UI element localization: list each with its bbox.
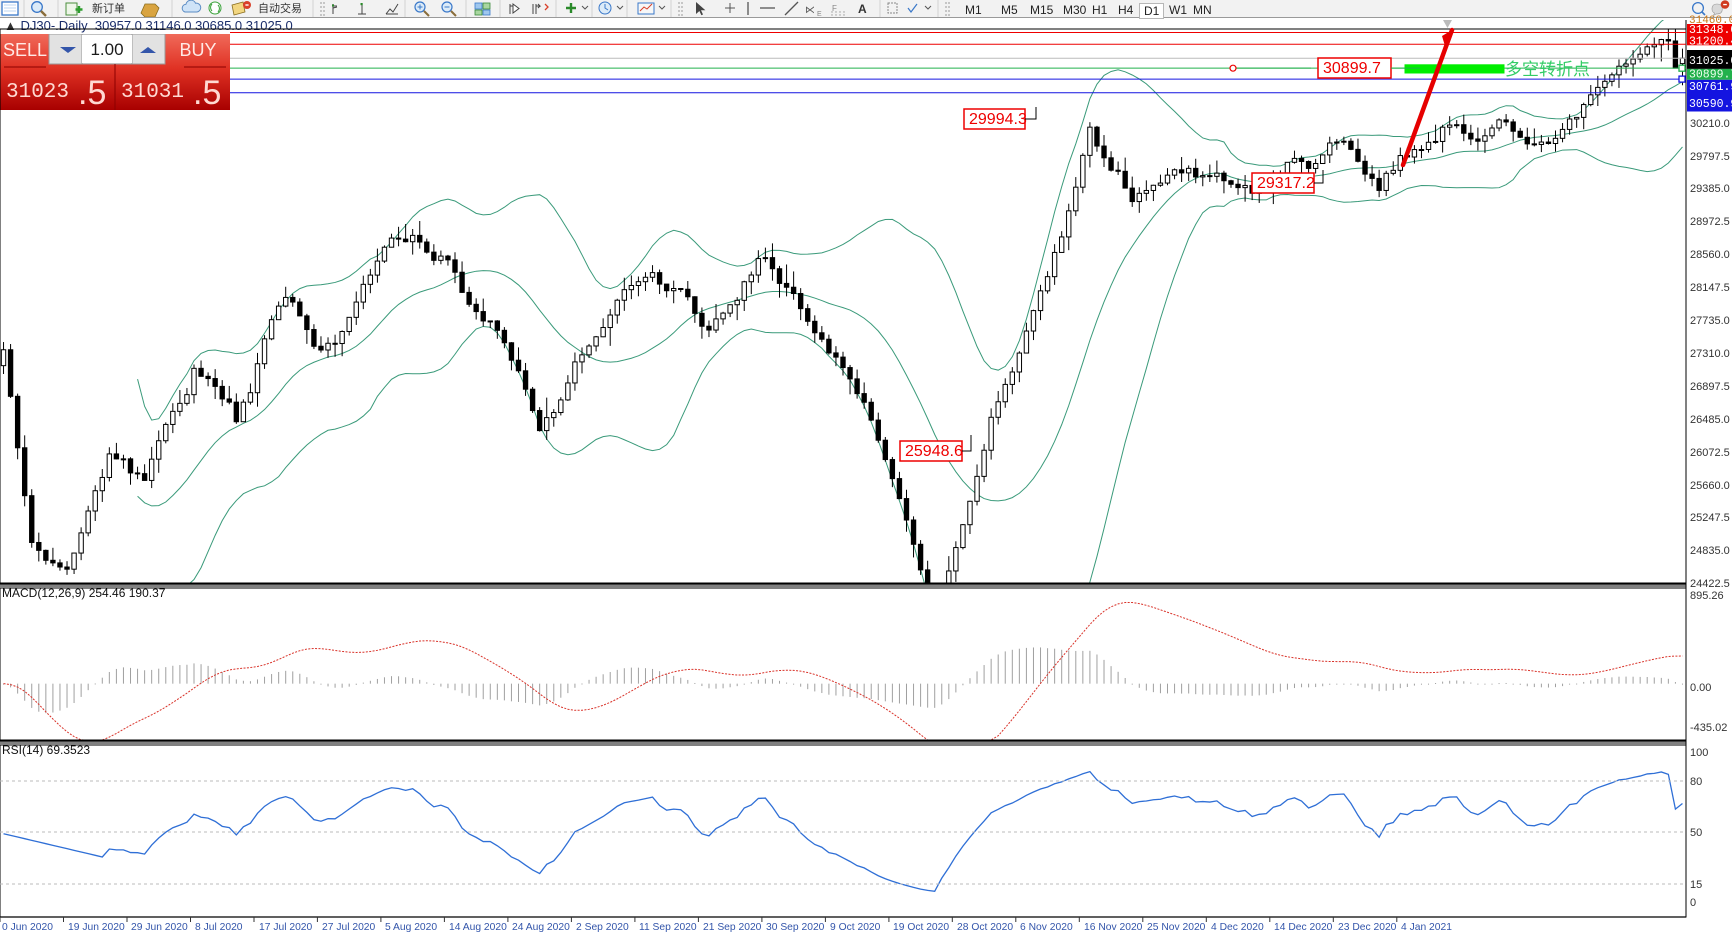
- svg-text:25948.6: 25948.6: [905, 443, 963, 460]
- svg-text:30761.9: 30761.9: [1689, 81, 1732, 94]
- svg-text:31200.4: 31200.4: [1689, 36, 1732, 49]
- svg-text:31025.0: 31025.0: [1689, 55, 1732, 68]
- svg-text:多空转折点: 多空转折点: [1505, 60, 1590, 79]
- svg-text:30899.7: 30899.7: [1323, 60, 1381, 77]
- svg-text:31460.0: 31460.0: [1689, 15, 1732, 27]
- svg-text:29994.3: 29994.3: [969, 111, 1027, 128]
- svg-text:30590.9: 30590.9: [1689, 98, 1732, 111]
- svg-text:29317.2: 29317.2: [1257, 175, 1315, 192]
- svg-text:30899.7: 30899.7: [1689, 69, 1732, 82]
